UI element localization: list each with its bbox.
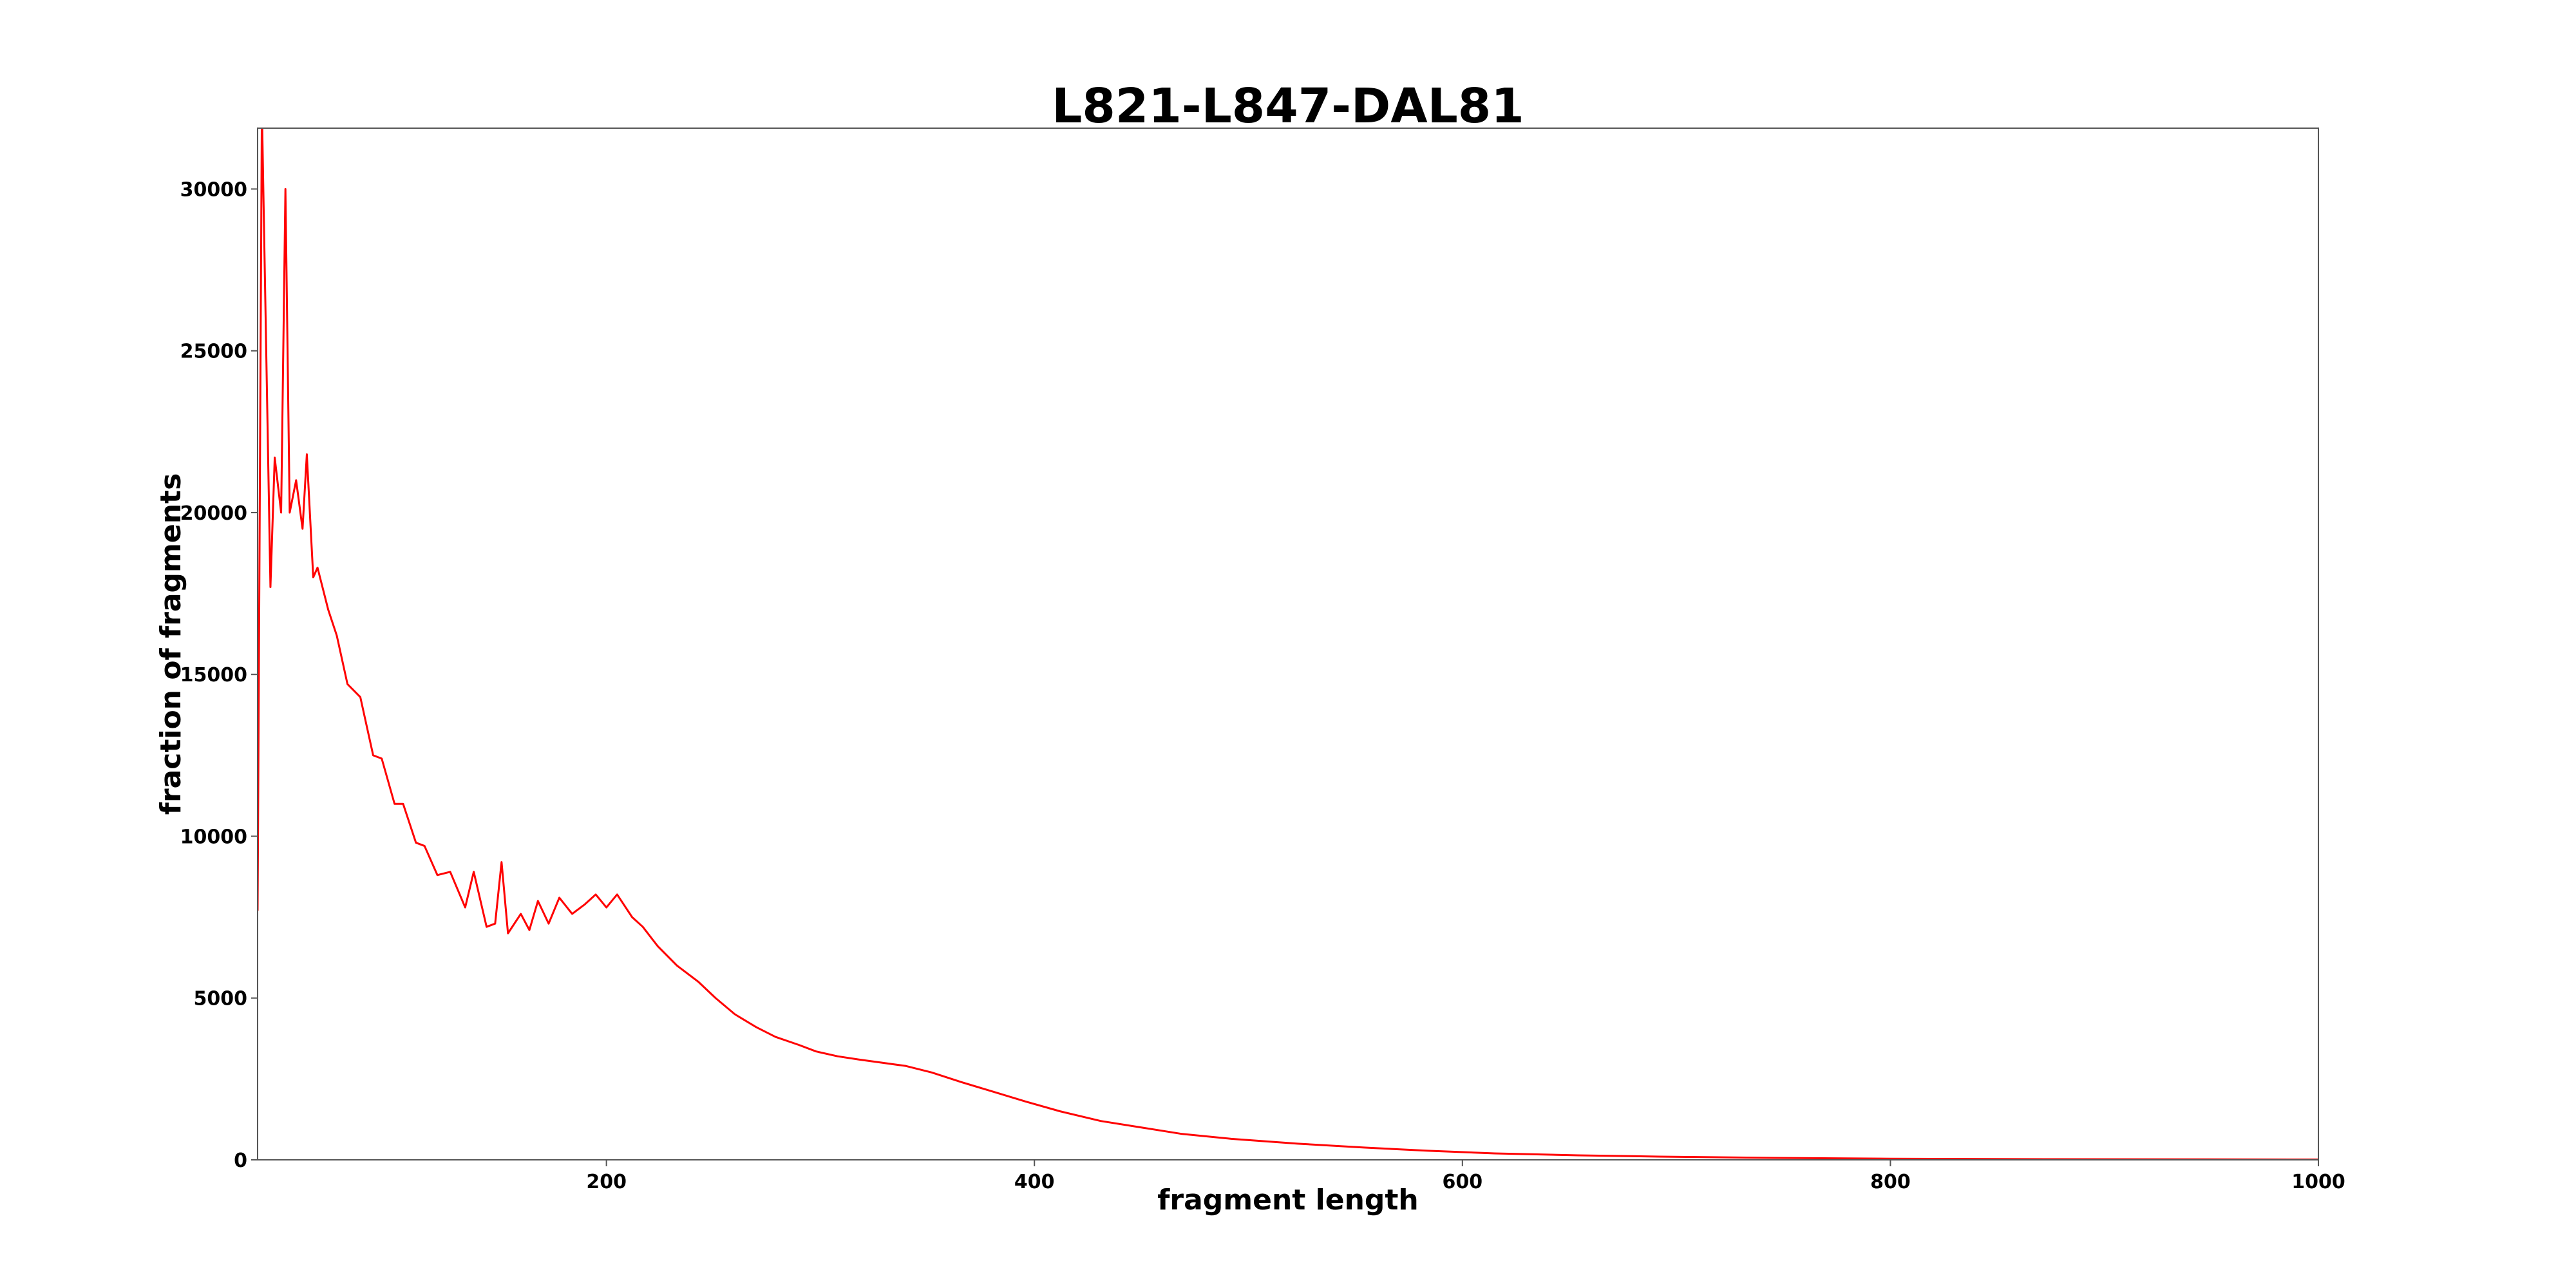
x-tick-label: 200: [586, 1171, 627, 1193]
y-tick-label: 25000: [180, 341, 247, 363]
y-tick-label: 0: [234, 1150, 247, 1172]
y-axis-label: fraction of fragments: [155, 473, 187, 815]
x-axis-label: fragment length: [1157, 1184, 1419, 1217]
y-tick-label: 10000: [180, 826, 247, 848]
y-tick-label: 30000: [180, 178, 247, 201]
y-tick-label: 5000: [194, 988, 248, 1010]
data-line: [258, 128, 2318, 1160]
x-tick-label: 400: [1014, 1171, 1055, 1193]
plot-frame: [257, 128, 2319, 1160]
y-tick-label: 15000: [180, 664, 247, 687]
x-tick-label: 600: [1443, 1171, 1483, 1193]
plot-layer: 0 5000 10000 15000 20000 25000 30000 200 400 600 8…: [180, 128, 2345, 1193]
x-tick-label: 1000: [2291, 1171, 2345, 1193]
x-tick-label: 800: [1870, 1171, 1911, 1193]
y-tick-label: 20000: [180, 502, 247, 525]
chart-title: L821-L847-DAL81: [1052, 79, 1524, 134]
